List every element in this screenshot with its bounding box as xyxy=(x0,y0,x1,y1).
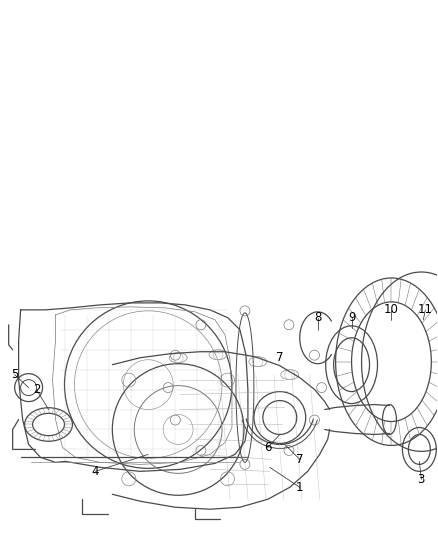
Text: 8: 8 xyxy=(314,311,321,325)
Text: 9: 9 xyxy=(348,311,355,325)
Text: 7: 7 xyxy=(276,351,283,364)
Text: 2: 2 xyxy=(33,383,40,396)
Text: 6: 6 xyxy=(264,441,272,454)
Text: 3: 3 xyxy=(418,473,425,486)
Text: 7: 7 xyxy=(296,453,304,466)
Text: 11: 11 xyxy=(418,303,433,317)
Text: 1: 1 xyxy=(296,481,304,494)
Text: 5: 5 xyxy=(11,368,18,381)
Text: 10: 10 xyxy=(384,303,399,317)
Text: 4: 4 xyxy=(92,465,99,478)
